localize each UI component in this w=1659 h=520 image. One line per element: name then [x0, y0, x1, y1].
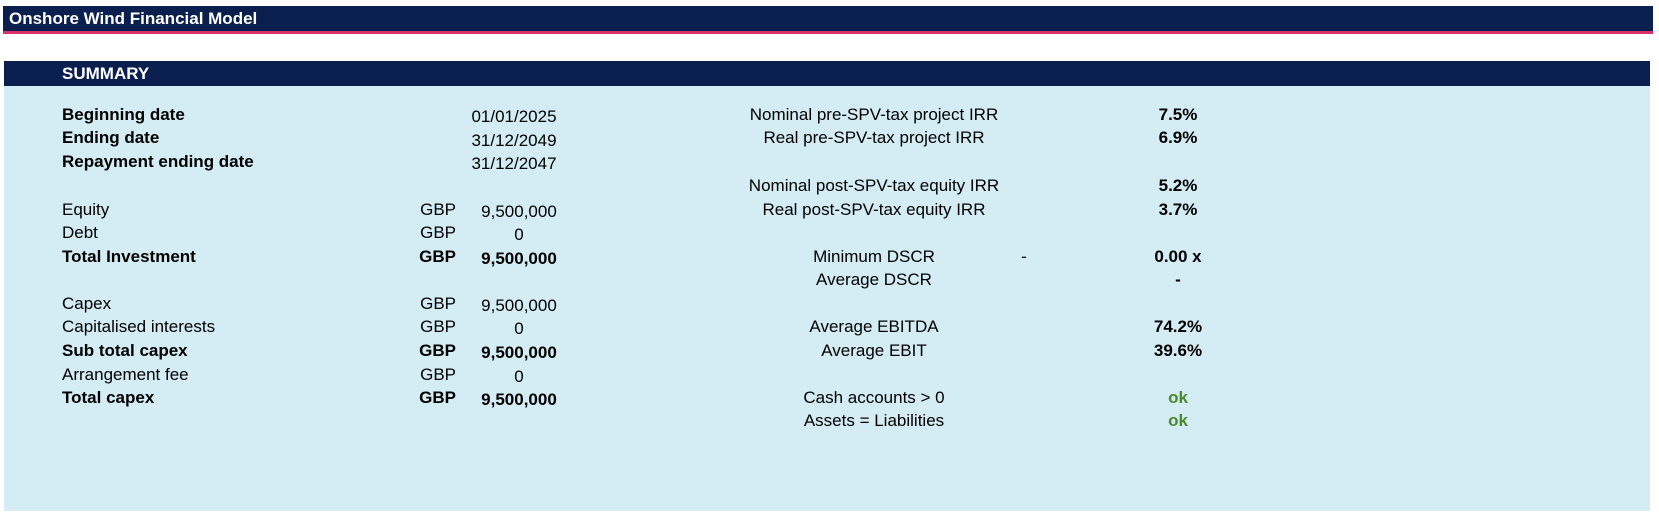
debt-label[interactable]: Debt [62, 223, 98, 242]
assets-liabilities-check-status[interactable]: ok [1168, 411, 1188, 430]
equity-label[interactable]: Equity [62, 200, 110, 219]
capex-label[interactable]: Capex [62, 294, 112, 313]
total-capex-unit[interactable]: GBP [419, 388, 456, 407]
equity-unit[interactable]: GBP [420, 200, 456, 219]
app-title-bar: Onshore Wind Financial Model [3, 6, 1653, 34]
nominal-post-tax-equity-irr-label[interactable]: Nominal post-SPV-tax equity IRR [748, 176, 1000, 195]
capitalised-interests-value[interactable]: 0 [514, 319, 524, 338]
summary-header: SUMMARY [4, 61, 1650, 86]
average-ebit-value[interactable]: 39.6% [1153, 341, 1203, 360]
real-post-tax-equity-irr-value[interactable]: 3.7% [1158, 200, 1198, 219]
arrangement-fee-unit[interactable]: GBP [420, 365, 456, 384]
equity-value[interactable]: 9,500,000 [481, 202, 557, 221]
capex-value[interactable]: 9,500,000 [481, 296, 557, 315]
nominal-pre-tax-project-irr-label[interactable]: Nominal pre-SPV-tax project IRR [749, 105, 999, 124]
average-dscr-label[interactable]: Average DSCR [816, 270, 932, 289]
average-ebit-label[interactable]: Average EBIT [821, 341, 927, 360]
real-post-tax-equity-irr-label[interactable]: Real post-SPV-tax equity IRR [762, 200, 986, 219]
sub-total-capex-unit[interactable]: GBP [419, 341, 456, 360]
repayment-ending-date-value[interactable]: 31/12/2047 [471, 154, 557, 173]
ending-date-label[interactable]: Ending date [62, 128, 160, 147]
average-dscr-value[interactable]: - [1175, 270, 1181, 289]
summary-title: SUMMARY [62, 64, 150, 83]
assets-liabilities-check-label[interactable]: Assets = Liabilities [803, 411, 945, 430]
average-ebitda-label[interactable]: Average EBITDA [809, 317, 939, 336]
debt-unit[interactable]: GBP [420, 223, 456, 242]
sub-total-capex-label[interactable]: Sub total capex [62, 341, 188, 360]
nominal-pre-tax-project-irr-value[interactable]: 7.5% [1158, 105, 1198, 124]
capitalised-interests-unit[interactable]: GBP [420, 317, 456, 336]
minimum-dscr-extra[interactable]: - [1021, 247, 1027, 266]
arrangement-fee-label[interactable]: Arrangement fee [62, 365, 189, 384]
total-capex-value[interactable]: 9,500,000 [481, 390, 557, 409]
minimum-dscr-value[interactable]: 0.00 x [1154, 247, 1202, 266]
beginning-date-value[interactable]: 01/01/2025 [471, 107, 557, 126]
real-pre-tax-project-irr-value[interactable]: 6.9% [1158, 128, 1198, 147]
ending-date-value[interactable]: 31/12/2049 [471, 131, 557, 150]
average-ebitda-value[interactable]: 74.2% [1153, 317, 1203, 336]
capitalised-interests-label[interactable]: Capitalised interests [62, 317, 216, 336]
total-investment-label[interactable]: Total Investment [62, 247, 196, 266]
capex-unit[interactable]: GBP [420, 294, 456, 313]
minimum-dscr-label[interactable]: Minimum DSCR [813, 247, 935, 266]
debt-value[interactable]: 0 [514, 225, 524, 244]
total-capex-label[interactable]: Total capex [62, 388, 155, 407]
cash-accounts-check-status[interactable]: ok [1168, 388, 1188, 407]
cash-accounts-check-label[interactable]: Cash accounts > 0 [803, 388, 945, 407]
arrangement-fee-value[interactable]: 0 [514, 367, 524, 386]
sub-total-capex-value[interactable]: 9,500,000 [481, 343, 557, 362]
beginning-date-label[interactable]: Beginning date [62, 105, 185, 124]
nominal-post-tax-equity-irr-value[interactable]: 5.2% [1158, 176, 1198, 195]
app-title: Onshore Wind Financial Model [9, 9, 258, 28]
summary-panel: SUMMARY Beginning date 01/01/2025 Ending… [4, 61, 1650, 511]
repayment-ending-date-label[interactable]: Repayment ending date [62, 152, 254, 171]
total-investment-value[interactable]: 9,500,000 [481, 249, 557, 268]
real-pre-tax-project-irr-label[interactable]: Real pre-SPV-tax project IRR [763, 128, 985, 147]
total-investment-unit[interactable]: GBP [419, 247, 456, 266]
